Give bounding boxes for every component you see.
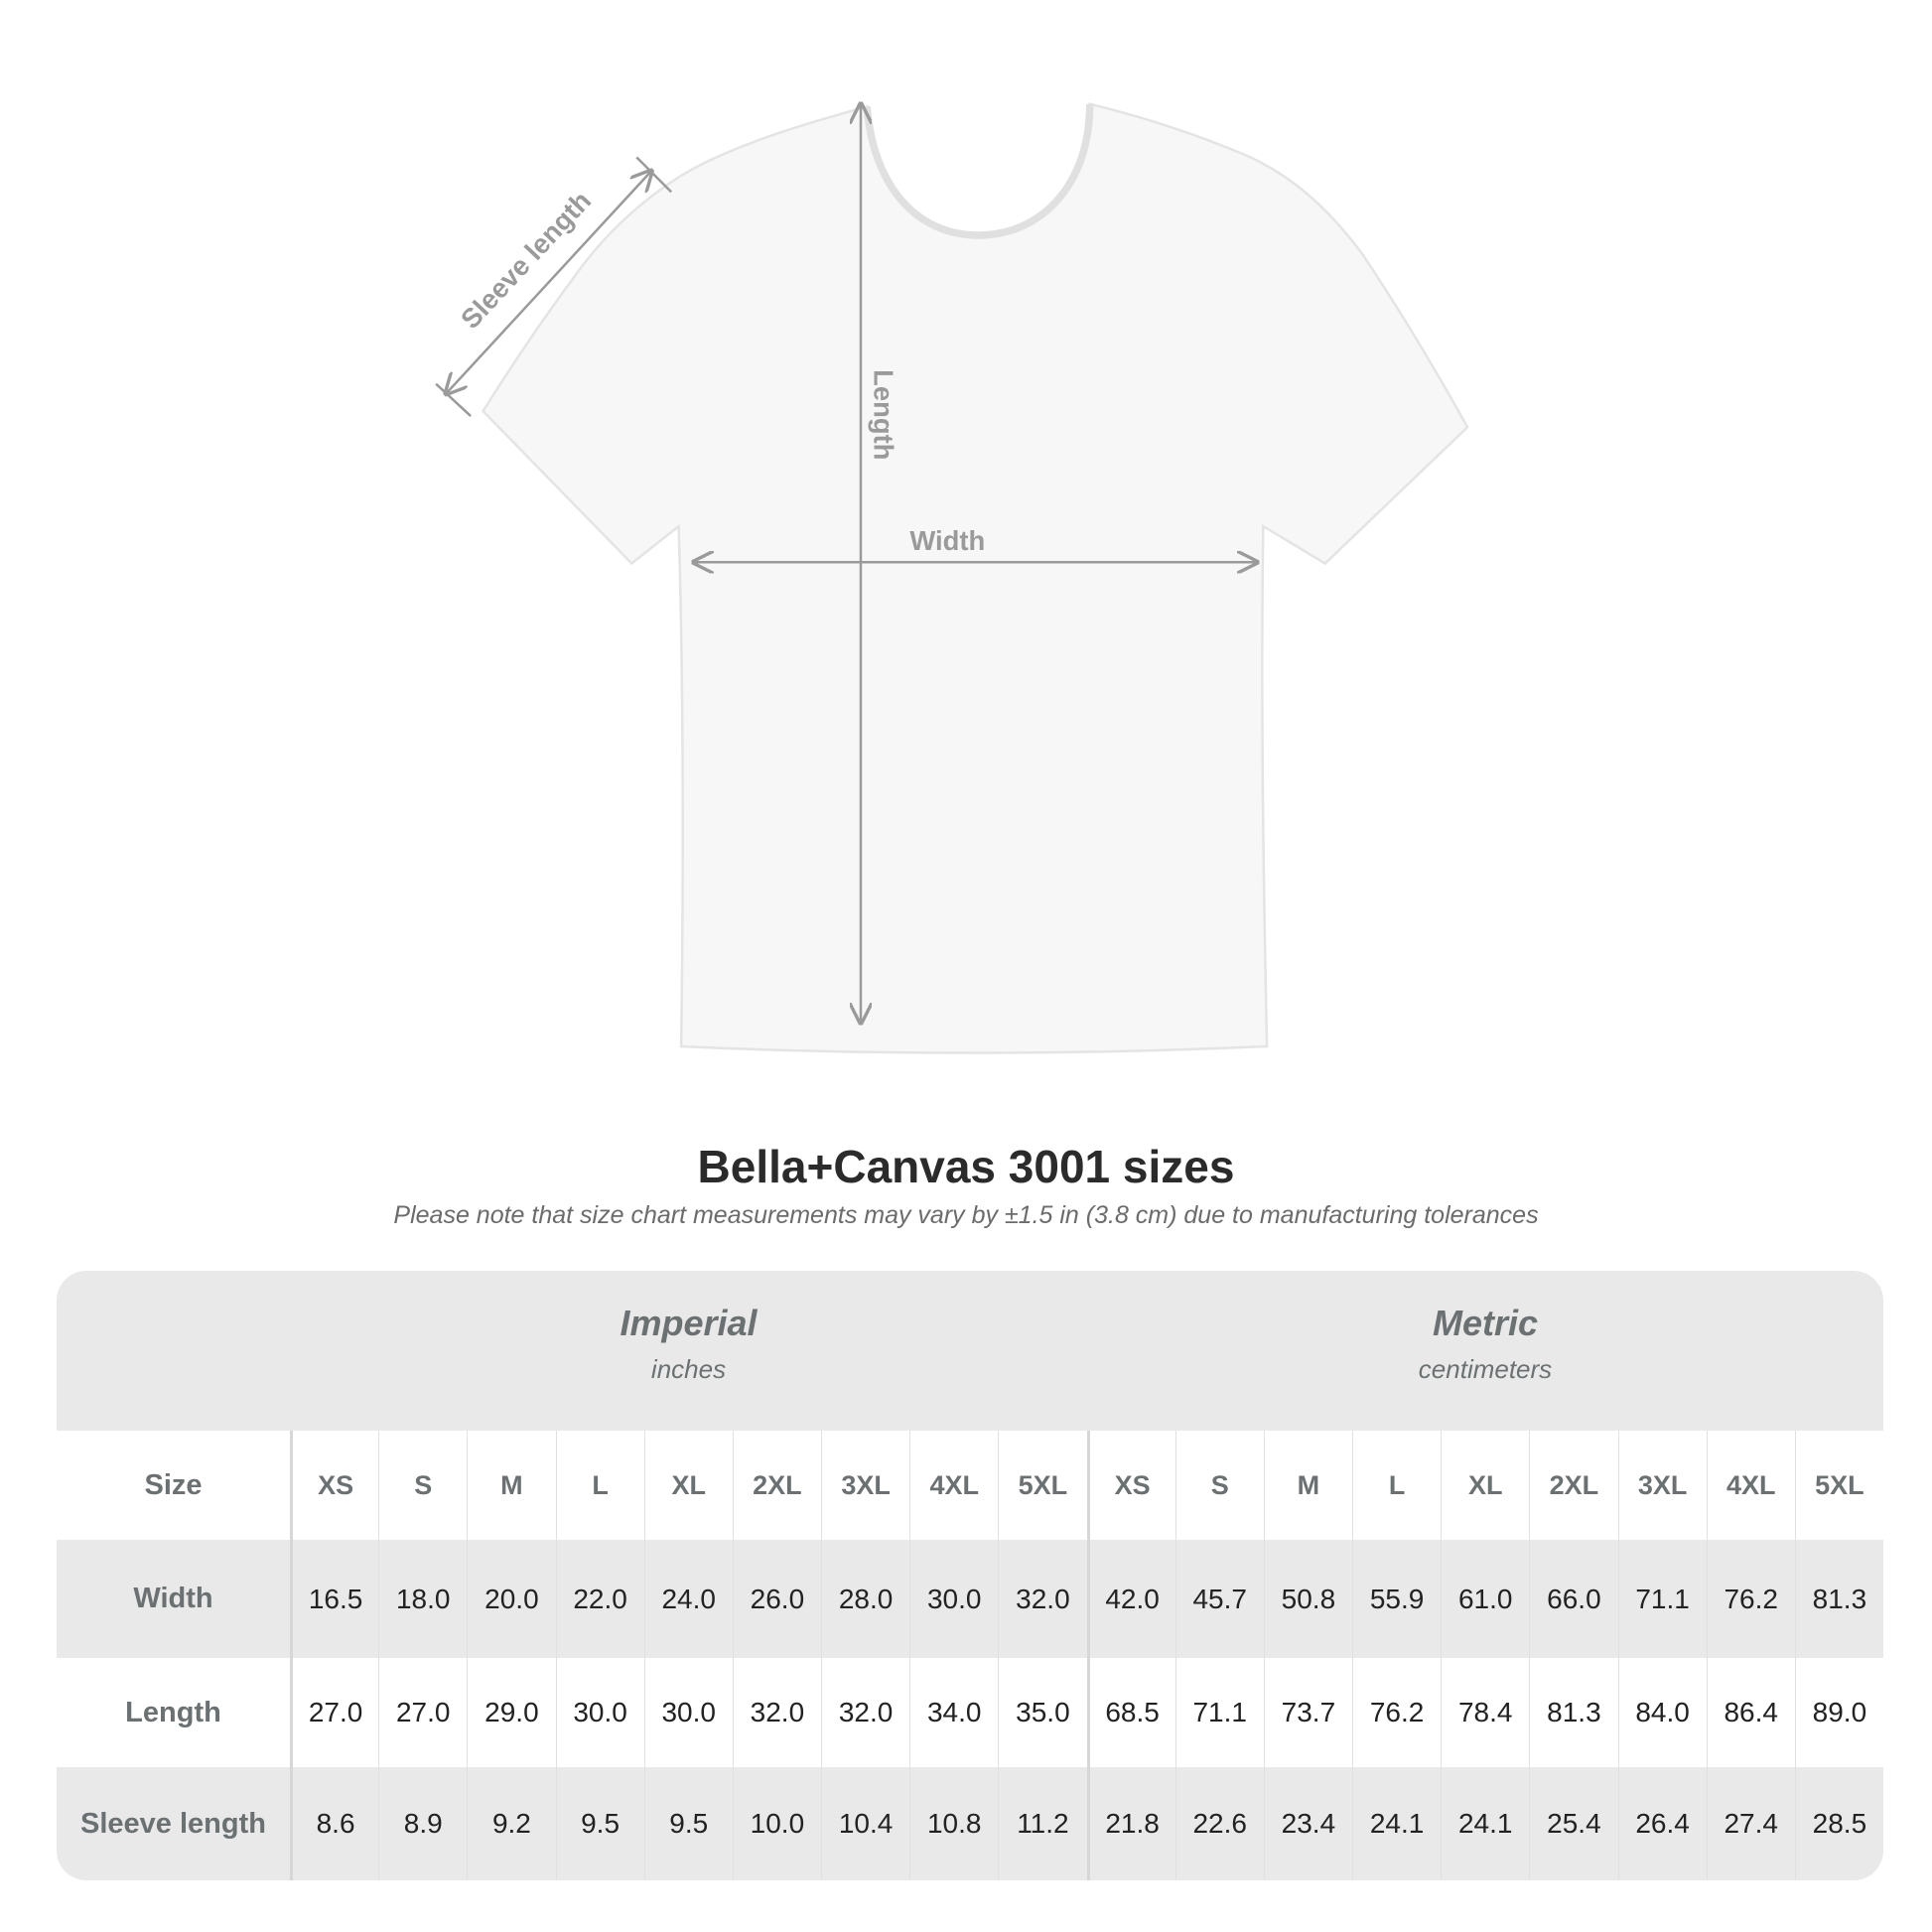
imperial-value-cell: 34.0: [909, 1658, 998, 1767]
imperial-value-cell: 10.0: [732, 1767, 821, 1880]
imperial-size-header: 4XL: [909, 1431, 998, 1540]
imperial-size-header: 2XL: [732, 1431, 821, 1540]
imperial-value-cell: 8.9: [378, 1767, 467, 1880]
imperial-value-cell: 27.0: [290, 1658, 378, 1767]
metric-value-cell: 61.0: [1441, 1540, 1529, 1658]
metric-size-header: 5XL: [1794, 1431, 1883, 1540]
metric-value-cell: 73.7: [1263, 1658, 1352, 1767]
metric-value-cell: 84.0: [1617, 1658, 1707, 1767]
table-row: Length 27.0 27.0 29.0 30.0 30.0 32.0 32.0 34.0 35…: [57, 1658, 1883, 1767]
imperial-unit: inches: [650, 1354, 727, 1384]
metric-unit: centimeters: [1418, 1354, 1553, 1384]
imperial-value-cell: 22.0: [555, 1540, 644, 1658]
metric-size-header: 2XL: [1529, 1431, 1617, 1540]
imperial-size-header: 3XL: [821, 1431, 909, 1540]
imperial-size-header: XS: [290, 1431, 378, 1540]
imperial-value-cell: 32.0: [732, 1658, 821, 1767]
metric-value-cell: 89.0: [1794, 1658, 1883, 1767]
imperial-value-cell: 30.0: [643, 1658, 733, 1767]
imperial-value-cell: 32.0: [821, 1658, 909, 1767]
metric-size-header: XS: [1086, 1431, 1175, 1540]
imperial-value-cell: 24.0: [643, 1540, 733, 1658]
imperial-value-cell: 20.0: [467, 1540, 555, 1658]
imperial-value-cell: 11.2: [998, 1767, 1086, 1880]
tolerance-note: Please note that size chart measurements…: [393, 1201, 1539, 1229]
imperial-value-cell: 18.0: [378, 1540, 467, 1658]
imperial-value-cell: 16.5: [290, 1540, 378, 1658]
metric-group-header: Metric centimeters: [1087, 1271, 1883, 1431]
unit-header-band: [57, 1271, 1883, 1431]
imperial-value-cell: 9.2: [467, 1767, 555, 1880]
page-title: Bella+Canvas 3001 sizes: [697, 1141, 1235, 1192]
metric-size-header: L: [1352, 1431, 1441, 1540]
metric-value-cell: 86.4: [1706, 1658, 1795, 1767]
row-label: Length: [125, 1696, 221, 1728]
metric-value-cell: 76.2: [1706, 1540, 1795, 1658]
metric-value-cell: 78.4: [1441, 1658, 1529, 1767]
metric-value-cell: 55.9: [1352, 1540, 1441, 1658]
length-label: Length: [869, 369, 899, 460]
metric-value-cell: 26.4: [1617, 1767, 1707, 1880]
metric-value-cell: 81.3: [1529, 1658, 1617, 1767]
table-row: Width 16.5 18.0 20.0 22.0 24.0 26.0 28.0 30.0 32.…: [57, 1540, 1883, 1658]
row-label: Width: [133, 1583, 213, 1614]
imperial-value-cell: 9.5: [643, 1767, 733, 1880]
imperial-size-header: M: [467, 1431, 555, 1540]
imperial-size-header: S: [378, 1431, 467, 1540]
metric-value-cell: 42.0: [1086, 1540, 1175, 1658]
sleeve-arrow: [446, 171, 651, 394]
imperial-value-cell: 30.0: [909, 1540, 998, 1658]
imperial-value-cell: 8.6: [290, 1767, 378, 1880]
metric-size-header: 3XL: [1617, 1431, 1707, 1540]
imperial-value-cell: 29.0: [467, 1658, 555, 1767]
imperial-value-cell: 9.5: [555, 1767, 644, 1880]
imperial-value-cell: 26.0: [732, 1540, 821, 1658]
metric-value-cell: 68.5: [1086, 1658, 1175, 1767]
tshirt-measurement-diagram: Sleeve length Length Width: [435, 0, 1469, 1054]
metric-value-cell: 28.5: [1794, 1767, 1883, 1880]
metric-title: Metric: [1432, 1303, 1539, 1343]
metric-value-cell: 50.8: [1263, 1540, 1352, 1658]
metric-size-header: S: [1174, 1431, 1264, 1540]
imperial-value-cell: 27.0: [378, 1658, 467, 1767]
imperial-value-cell: 28.0: [821, 1540, 909, 1658]
tshirt-shape: [481, 102, 1469, 1054]
metric-value-cell: 71.1: [1617, 1540, 1707, 1658]
metric-value-cell: 22.6: [1174, 1767, 1264, 1880]
size-label: Size: [144, 1468, 203, 1501]
width-label: Width: [909, 525, 985, 556]
table-row: Sleeve length 8.6 8.9 9.2 9.5 9.5 10.0 10.4 10.8…: [57, 1767, 1883, 1880]
imperial-value-cell: 30.0: [555, 1658, 644, 1767]
imperial-size-header: L: [555, 1431, 644, 1540]
metric-value-cell: 76.2: [1352, 1658, 1441, 1767]
imperial-size-header: 5XL: [998, 1431, 1086, 1540]
metric-value-cell: 81.3: [1794, 1540, 1883, 1658]
metric-value-cell: 45.7: [1174, 1540, 1264, 1658]
metric-value-cell: 71.1: [1174, 1658, 1264, 1767]
metric-size-header: XL: [1441, 1431, 1529, 1540]
metric-value-cell: 21.8: [1086, 1767, 1175, 1880]
imperial-size-header: XL: [643, 1431, 733, 1540]
metric-size-header: 4XL: [1706, 1431, 1795, 1540]
size-chart-table: Imperial inches Metric centimeters Size X…: [57, 1271, 1883, 1880]
imperial-title: Imperial: [620, 1303, 758, 1343]
imperial-value-cell: 10.4: [821, 1767, 909, 1880]
imperial-value-cell: 32.0: [998, 1540, 1086, 1658]
metric-value-cell: 66.0: [1529, 1540, 1617, 1658]
imperial-value-cell: 35.0: [998, 1658, 1086, 1767]
imperial-group-header: Imperial inches: [290, 1271, 1087, 1431]
metric-size-header: M: [1263, 1431, 1352, 1540]
imperial-value-cell: 10.8: [909, 1767, 998, 1880]
metric-value-cell: 24.1: [1352, 1767, 1441, 1880]
metric-value-cell: 23.4: [1263, 1767, 1352, 1880]
metric-value-cell: 24.1: [1441, 1767, 1529, 1880]
row-label: Sleeve length: [80, 1807, 266, 1840]
size-header-row: Size XS S M L XL 2XL 3XL 4XL 5XL XS S M L XL 2XL 3XL 4XL 5…: [57, 1431, 1883, 1540]
metric-value-cell: 27.4: [1706, 1767, 1795, 1880]
metric-value-cell: 25.4: [1529, 1767, 1617, 1880]
